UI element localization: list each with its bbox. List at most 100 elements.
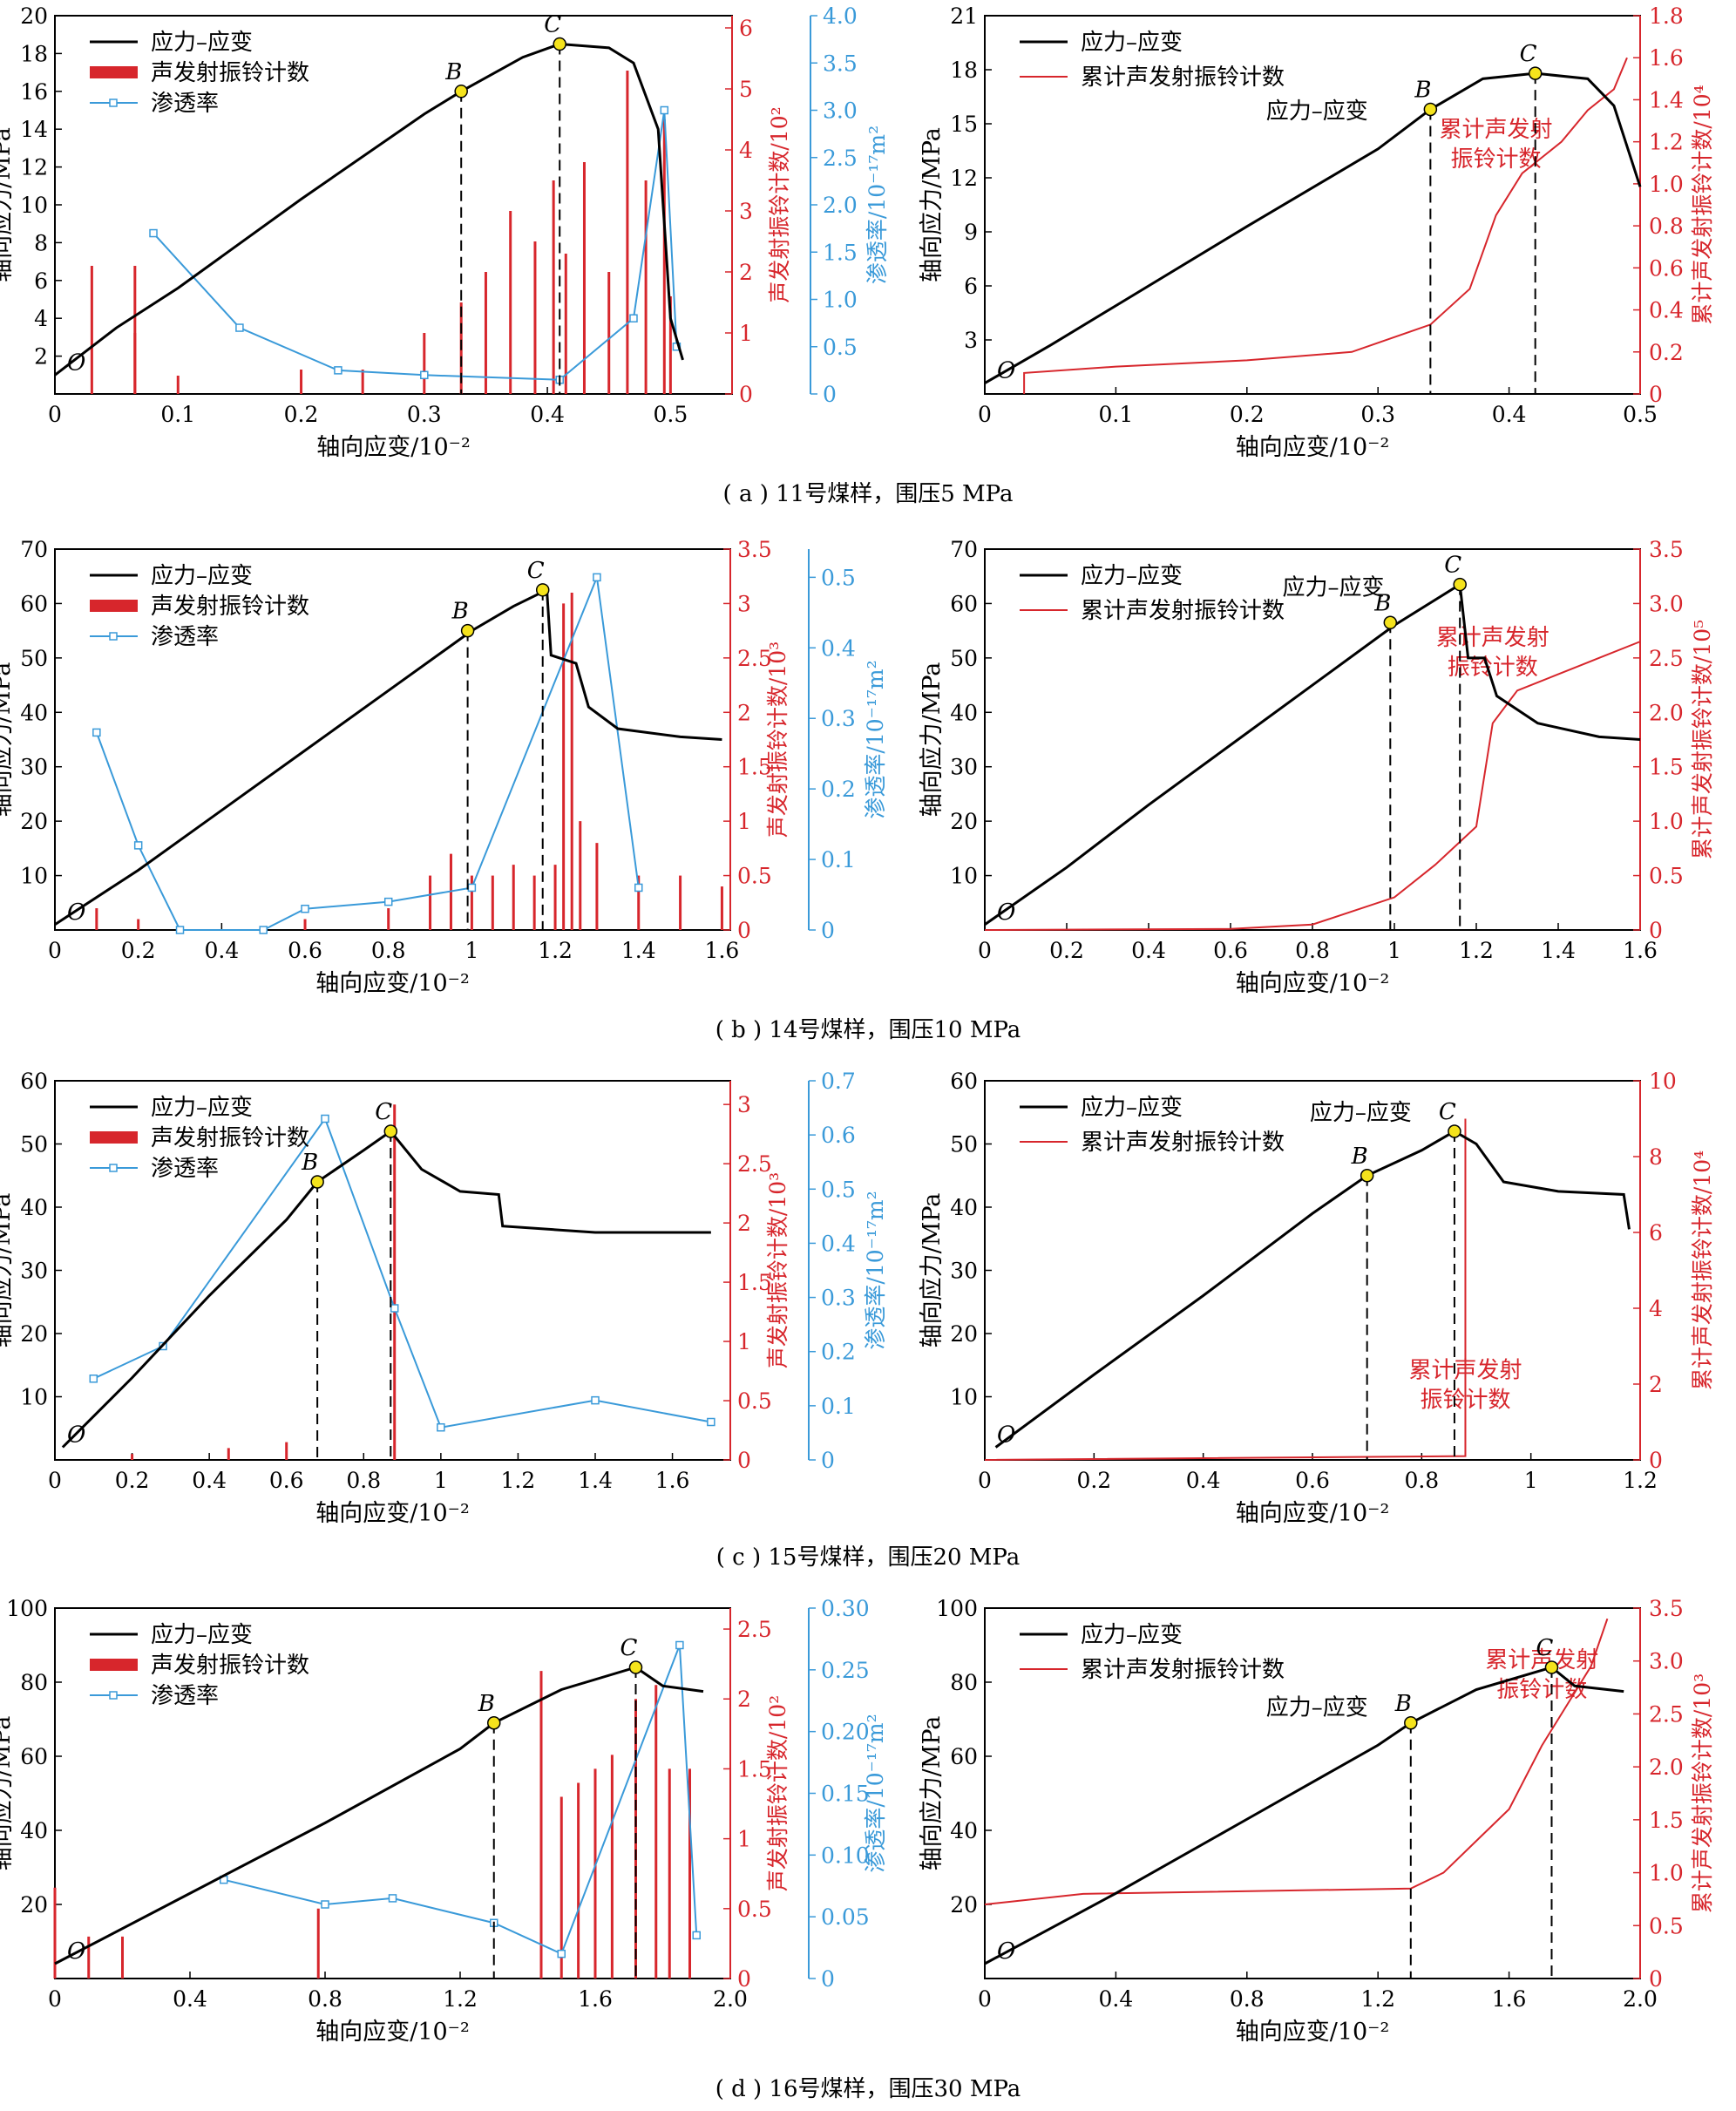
cum-annotation-line1: 累计声发射: [1436, 625, 1550, 651]
cum-tick-label: 2.0: [1649, 700, 1684, 725]
perm-point: [593, 573, 601, 582]
point-b-label: B: [1394, 1691, 1412, 1717]
point-c-label: C: [1520, 41, 1537, 67]
y-tick-label: 70: [20, 537, 48, 562]
x-tick-label: 0: [978, 402, 992, 427]
y-tick-label: 50: [950, 1132, 978, 1157]
legend-perm-marker: [109, 98, 118, 107]
panel-c-left: 0 0.2 0.4 0.6 0.8 1 1.2 1.4 1.6轴向应变/10⁻²10203040…: [0, 1069, 888, 1527]
legend-ae-label: 声发射振铃计数: [151, 1653, 309, 1679]
perm-line: [223, 1645, 698, 1956]
y-tick-label: 20: [950, 809, 978, 834]
legend-cum-label: 累计声发射振铃计数: [1081, 1657, 1285, 1683]
perm-tick-label: 0.4: [821, 635, 856, 661]
x-tick-label: 0: [978, 1468, 992, 1493]
legend-perm-marker: [109, 632, 118, 641]
panel-b-left: 0 0.2 0.4 0.6 0.8 1 1.2 1.4 1.6轴向应变/10⁻²10203040…: [0, 537, 888, 997]
cum-tick-label: 2: [1649, 1372, 1663, 1397]
point-b-label: B: [1414, 77, 1431, 103]
cum-annotation-line2: 振铃计数: [1451, 146, 1542, 173]
y-tick-label: 3: [964, 328, 978, 353]
cum-tick-label: 0.4: [1649, 298, 1684, 323]
ae-axis-label: 声发射振铃计数/10³: [765, 1172, 790, 1368]
point-b-marker: [454, 85, 468, 98]
point-b-label: B: [1373, 590, 1391, 616]
ae-tick-label: 0: [737, 918, 751, 943]
ae-axis-label: 声发射振铃计数/10³: [765, 641, 790, 838]
perm-point: [634, 883, 643, 893]
y-axis-label: 轴向应力/MPa: [0, 1193, 16, 1348]
x-tick-label: 1: [1524, 1468, 1538, 1493]
ae-tick-label: 0: [739, 382, 753, 407]
x-tick-label: 0.6: [1213, 938, 1248, 963]
cum-tick-label: 3.5: [1649, 1596, 1684, 1621]
x-tick-label: 1.6: [705, 938, 740, 963]
legend-ae-swatch: [90, 1659, 138, 1671]
x-tick-label: 0.8: [1230, 1986, 1265, 2012]
perm-tick-label: 0.05: [821, 1904, 870, 1930]
cum-line: [984, 1618, 1609, 1905]
point-c-marker: [535, 583, 550, 597]
ae-tick-label: 3.5: [737, 537, 772, 562]
origin-label: O: [997, 1422, 1015, 1449]
x-tick-label: 0: [978, 1986, 992, 2012]
x-tick-label: 0.6: [1295, 1468, 1330, 1493]
panel-d-right: 0 0.4 0.8 1.2 1.6 2.0 轴向应变/10⁻² 20 40 60 80 100 轴向应力…: [919, 1596, 1715, 2046]
ae-tick-label: 0.5: [737, 1897, 772, 1922]
origin-label: O: [997, 1938, 1015, 1965]
cum-tick-label: 3.5: [1649, 537, 1684, 562]
point-b-label: B: [301, 1150, 318, 1176]
perm-tick-label: 0.1: [821, 847, 856, 872]
x-tick-label: 1.2: [1360, 1986, 1395, 2012]
x-tick-label: 0.5: [653, 402, 688, 427]
y-tick-label: 50: [950, 646, 978, 671]
chart-panels: 0 0.1 0.2 0.3 0.4 0.5轴向应变/10⁻²246810121416182…: [0, 3, 1715, 2046]
legend-ae-swatch: [90, 66, 138, 78]
x-tick-label: 0.2: [1076, 1468, 1111, 1493]
cum-tick-label: 2.5: [1649, 1701, 1684, 1727]
x-tick-label: 0.3: [407, 402, 442, 427]
perm-tick-label: 0.25: [821, 1658, 870, 1683]
perm-tick-label: 0.1: [821, 1394, 856, 1419]
ae-tick-label: 2: [737, 700, 751, 725]
y-tick-label: 20: [20, 1892, 48, 1918]
y-tick-label: 80: [950, 1670, 978, 1695]
x-tick-label: 0.2: [121, 938, 156, 963]
ae-tick-label: 6: [739, 16, 753, 41]
panel-c-right: 0 0.2 0.4 0.6 0.8 1 1.2轴向应变/10⁻²102030405060轴向…: [919, 1069, 1715, 1527]
point-c-marker: [628, 1660, 643, 1674]
cum-tick-label: 0: [1649, 382, 1663, 407]
point-b-label: B: [444, 59, 462, 85]
y-tick-label: 60: [950, 1744, 978, 1769]
point-c-label: C: [544, 12, 561, 38]
x-tick-label: 1.4: [621, 938, 656, 963]
ae-tick-label: 1.5: [737, 1270, 772, 1295]
point-c-label: C: [1444, 553, 1461, 579]
y-tick-label: 4: [34, 306, 48, 331]
point-b-marker: [310, 1175, 324, 1189]
y-tick-label: 60: [950, 591, 978, 616]
y-tick-label: 14: [20, 117, 48, 142]
perm-point: [591, 1395, 600, 1405]
cum-line: [984, 1118, 1467, 1461]
y-tick-label: 21: [950, 3, 978, 29]
panel-a-right: 0 0.1 0.2 0.3 0.4 0.5 轴向应变/10⁻² 3 6 9 12 15 18 21 轴向应力…: [919, 3, 1715, 461]
y-tick-label: 15: [950, 112, 978, 137]
point-b-label: B: [451, 599, 469, 625]
cum-annotation-line2: 振铃计数: [1420, 1388, 1510, 1414]
ae-tick-label: 1.5: [737, 755, 772, 780]
perm-tick-label: 0: [821, 1448, 835, 1473]
legend-stress-label: 应力–应变: [1081, 1095, 1183, 1121]
y-tick-label: 18: [20, 41, 48, 66]
y-tick-label: 40: [20, 700, 48, 725]
y-tick-label: 12: [950, 166, 978, 191]
point-b-marker: [1383, 615, 1398, 630]
point-c-label: C: [1439, 1099, 1456, 1125]
x-tick-label: 0.4: [530, 402, 565, 427]
cum-axis-label: 累计声发射振铃计数/10⁵: [1690, 620, 1715, 859]
origin-label: O: [997, 358, 1015, 384]
y-tick-label: 100: [936, 1596, 978, 1621]
y-tick-label: 40: [950, 1195, 978, 1220]
point-c-marker: [1528, 66, 1543, 80]
point-b-marker: [460, 623, 475, 638]
